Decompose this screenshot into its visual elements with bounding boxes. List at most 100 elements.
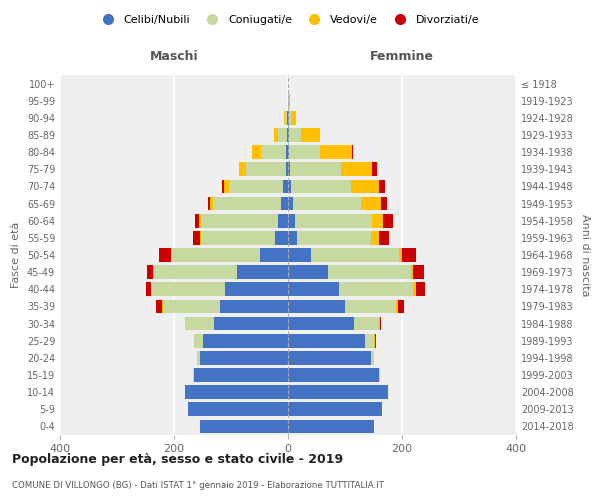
Bar xyxy=(223,180,224,194)
Bar xyxy=(288,196,293,210)
Bar xyxy=(311,248,399,262)
Bar xyxy=(208,196,210,210)
Bar xyxy=(188,402,288,416)
Bar xyxy=(283,180,288,194)
Bar xyxy=(373,334,374,347)
Bar xyxy=(288,180,291,194)
Text: Popolazione per età, sesso e stato civile - 2019: Popolazione per età, sesso e stato civil… xyxy=(12,452,343,466)
Bar xyxy=(416,282,425,296)
Y-axis label: Fasce di età: Fasce di età xyxy=(11,222,21,288)
Bar xyxy=(288,351,371,364)
Bar xyxy=(296,231,371,244)
Bar xyxy=(374,334,376,347)
Bar xyxy=(383,214,394,228)
Text: COMUNE DI VILLONGO (BG) - Dati ISTAT 1° gennaio 2019 - Elaborazione TUTTITALIA.I: COMUNE DI VILLONGO (BG) - Dati ISTAT 1° … xyxy=(12,480,384,490)
Bar xyxy=(203,334,288,347)
Bar xyxy=(379,368,380,382)
Bar xyxy=(151,282,226,296)
Bar xyxy=(413,266,424,279)
Bar xyxy=(194,368,288,382)
Bar xyxy=(288,248,311,262)
Bar xyxy=(236,266,288,279)
Bar xyxy=(146,282,151,296)
Bar xyxy=(289,94,290,108)
Bar xyxy=(341,162,373,176)
Bar xyxy=(288,146,289,159)
Text: Maschi: Maschi xyxy=(149,50,199,63)
Bar xyxy=(380,316,382,330)
Bar xyxy=(288,386,388,399)
Bar xyxy=(397,300,398,314)
Legend: Celibi/Nubili, Coniugati/e, Vedovi/e, Divorziati/e: Celibi/Nubili, Coniugati/e, Vedovi/e, Di… xyxy=(92,10,484,29)
Bar xyxy=(399,248,402,262)
Bar xyxy=(278,128,287,142)
Bar xyxy=(197,351,200,364)
Bar xyxy=(413,282,416,296)
Bar xyxy=(295,214,372,228)
Bar xyxy=(410,266,413,279)
Bar xyxy=(154,266,236,279)
Bar xyxy=(340,282,413,296)
Bar xyxy=(292,111,296,124)
Bar xyxy=(289,128,301,142)
Bar xyxy=(288,128,289,142)
Bar xyxy=(301,128,320,142)
Bar xyxy=(275,231,288,244)
Bar xyxy=(288,266,328,279)
Bar xyxy=(290,162,341,176)
Bar xyxy=(260,146,286,159)
Bar xyxy=(194,214,199,228)
Bar xyxy=(286,162,288,176)
Bar xyxy=(288,300,345,314)
Bar xyxy=(226,282,288,296)
Bar xyxy=(199,214,201,228)
Bar xyxy=(210,196,213,210)
Bar xyxy=(284,111,285,124)
Bar xyxy=(361,196,381,210)
Bar xyxy=(260,248,288,262)
Bar xyxy=(288,420,373,434)
Bar xyxy=(350,180,379,194)
Bar xyxy=(200,351,288,364)
Bar xyxy=(185,316,214,330)
Bar xyxy=(163,300,220,314)
Bar xyxy=(381,196,386,210)
Bar xyxy=(157,300,162,314)
Bar xyxy=(146,266,154,279)
Y-axis label: Anni di nascita: Anni di nascita xyxy=(580,214,590,296)
Text: Femmine: Femmine xyxy=(370,50,434,63)
Bar xyxy=(286,146,288,159)
Bar xyxy=(289,146,320,159)
Bar xyxy=(328,266,410,279)
Bar xyxy=(288,94,289,108)
Bar xyxy=(288,402,382,416)
Bar xyxy=(229,180,283,194)
Bar xyxy=(353,316,379,330)
Bar xyxy=(285,111,287,124)
Bar xyxy=(252,146,260,159)
Bar xyxy=(372,214,383,228)
Bar xyxy=(398,300,404,314)
Bar xyxy=(379,231,389,244)
Bar xyxy=(171,248,260,262)
Bar xyxy=(293,196,361,210)
Bar xyxy=(213,196,281,210)
Bar xyxy=(278,214,288,228)
Bar xyxy=(287,128,288,142)
Bar xyxy=(239,162,246,176)
Bar xyxy=(159,248,170,262)
Bar xyxy=(288,214,295,228)
Bar xyxy=(200,420,288,434)
Bar xyxy=(274,128,278,142)
Bar xyxy=(220,300,288,314)
Bar xyxy=(193,231,200,244)
Bar xyxy=(201,214,278,228)
Bar xyxy=(288,368,379,382)
Bar xyxy=(288,162,290,176)
Bar xyxy=(365,334,373,347)
Bar xyxy=(371,351,373,364)
Bar xyxy=(379,316,380,330)
Bar xyxy=(288,316,353,330)
Bar xyxy=(371,231,379,244)
Bar xyxy=(246,162,286,176)
